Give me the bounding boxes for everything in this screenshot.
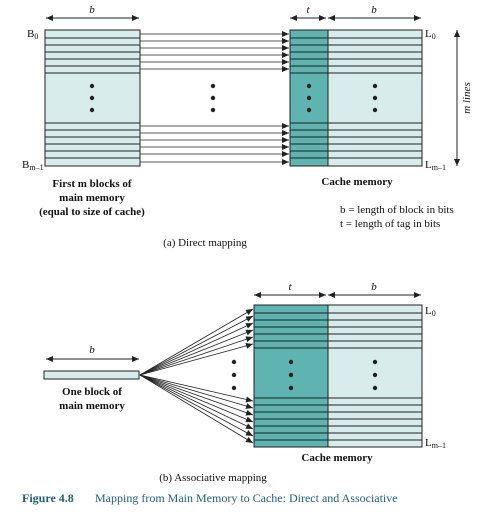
dot: [288, 385, 294, 391]
dot: [372, 107, 378, 113]
subcaption-b: (b) Associative mapping: [159, 472, 267, 484]
fan-arrow: [139, 308, 254, 376]
figure-number: Figure 4.8: [22, 491, 74, 505]
fan-arrow: [139, 336, 254, 376]
dot: [372, 385, 378, 391]
m-lines-label: m lines: [461, 82, 473, 113]
dot: [372, 83, 378, 89]
fan-arrow: [139, 374, 254, 409]
one-block-label-2: main memory: [59, 400, 125, 412]
direct-mapping-arrows: [140, 31, 289, 165]
fan-arrow: [139, 374, 254, 437]
associative-mapping-diagram: t b L0 Lm–1 b One block of main memory C…: [43, 281, 446, 484]
one-block-rect: [43, 370, 140, 380]
dot: [210, 83, 216, 89]
dot: [288, 359, 294, 365]
dot: [231, 372, 237, 378]
assoc-lm1-label: Lm–1: [425, 437, 446, 450]
dot: [306, 107, 312, 113]
ellipsis-dots-b: [231, 359, 237, 391]
one-block-label-1: One block of: [62, 386, 122, 398]
cache-memory-associative: [253, 304, 423, 448]
cache-memory-direct: [289, 29, 423, 167]
subcaption-a: (a) Direct mapping: [163, 237, 247, 249]
l0-label: L0: [425, 28, 436, 41]
dot: [306, 83, 312, 89]
dot: [288, 372, 294, 378]
main-memory-blocks: [44, 29, 141, 167]
dot: [89, 107, 95, 113]
assoc-block-width-label: b: [371, 281, 377, 293]
block-width-label: b: [89, 4, 95, 16]
dot: [89, 83, 95, 89]
dot: [372, 372, 378, 378]
figure-title: Mapping from Main Memory to Cache: Direc…: [95, 491, 398, 505]
b0-label: B0: [27, 28, 38, 41]
assoc-tag-width-label: t: [288, 281, 292, 293]
first-blocks-label-2: main memory: [59, 192, 125, 204]
dot: [372, 95, 378, 101]
fan-arrow: [139, 342, 254, 376]
fan-arrow: [139, 322, 254, 376]
tag-width-label: t: [306, 4, 310, 16]
assoc-l0-label: L0: [425, 305, 436, 318]
cache-memory-label-a: Cache memory: [321, 176, 393, 188]
cache-block-width-label: b: [371, 4, 377, 16]
first-blocks-label-3: (equal to size of cache): [39, 206, 145, 218]
fan-arrow: [139, 315, 254, 376]
first-blocks-label-1: First m blocks of: [52, 178, 131, 190]
legend-b: b = length of block in bits: [340, 204, 454, 216]
fan-arrow: [139, 374, 254, 416]
fan-arrow: [139, 329, 254, 376]
ellipsis-dots: [210, 83, 216, 113]
fan-arrow: [139, 374, 254, 430]
cache-memory-label-b: Cache memory: [301, 452, 373, 464]
dot: [210, 95, 216, 101]
direct-mapping-diagram: b B0 Bm–1 t b L0 Lm–1 m lines First m bl…: [22, 4, 473, 249]
dot: [231, 385, 237, 391]
dot: [210, 107, 216, 113]
fan-arrow: [139, 374, 254, 444]
lm1-label: Lm–1: [425, 159, 446, 172]
dot: [231, 359, 237, 365]
dot: [306, 95, 312, 101]
associative-mapping-arrows: [139, 308, 254, 444]
one-block-width-label: b: [89, 344, 95, 356]
bm1-label: Bm–1: [22, 159, 44, 172]
fan-arrow: [139, 374, 254, 423]
legend-t: t = length of tag in bits: [340, 218, 440, 230]
dot: [89, 95, 95, 101]
dot: [372, 359, 378, 365]
fan-arrow: [139, 374, 254, 403]
